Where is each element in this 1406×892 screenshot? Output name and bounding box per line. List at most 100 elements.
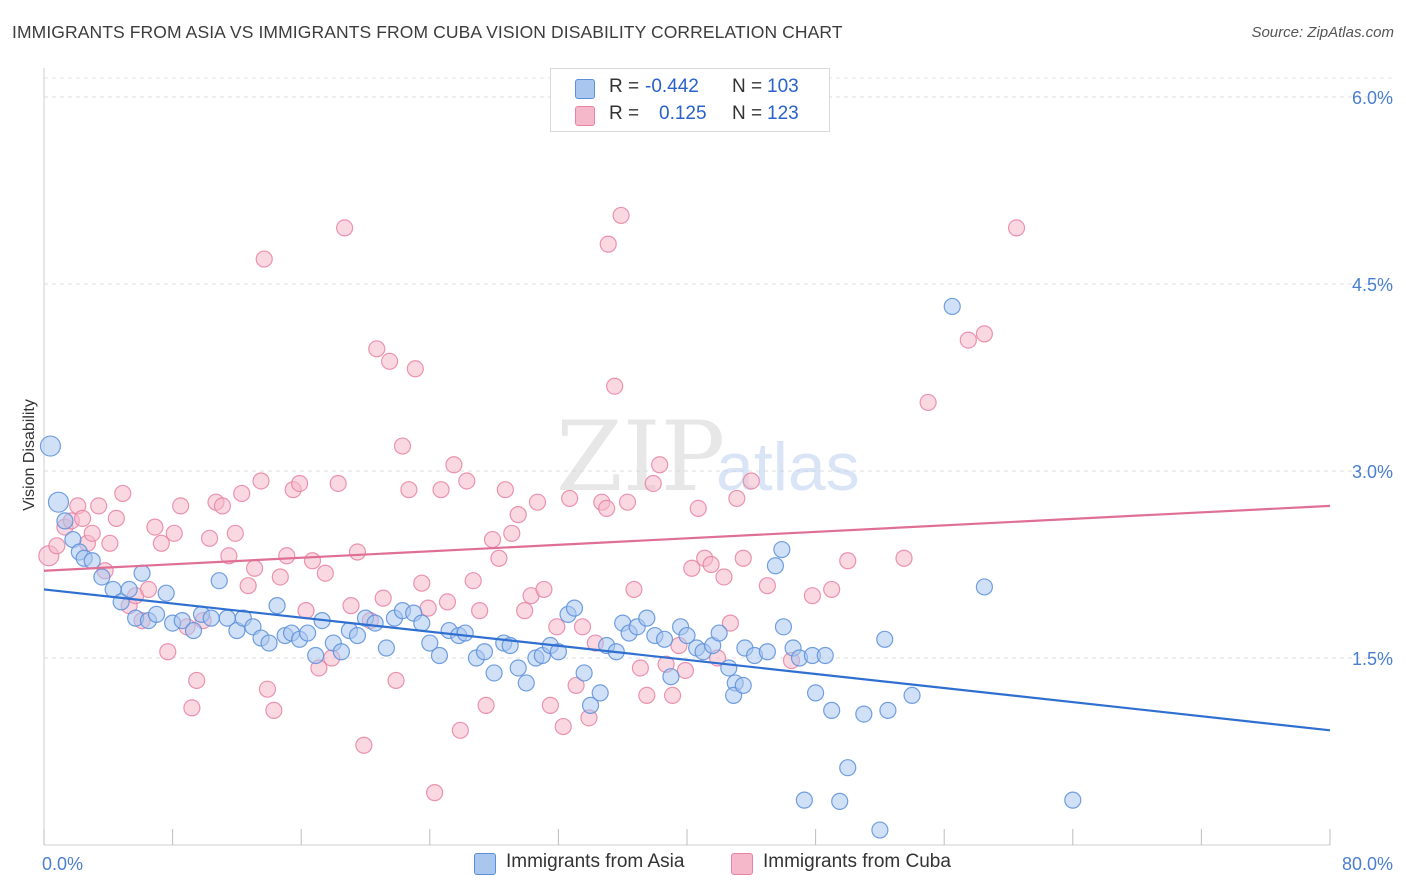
point-0-99 bbox=[773, 540, 791, 559]
point-1-82 bbox=[561, 489, 579, 508]
point-1-30 bbox=[226, 524, 244, 542]
chart-title: IMMIGRANTS FROM ASIA VS IMMIGRANTS FROM … bbox=[12, 22, 843, 42]
point-0-53 bbox=[485, 664, 503, 682]
point-0-95 bbox=[879, 701, 897, 719]
series-0-points bbox=[39, 297, 1082, 839]
point-1-29 bbox=[220, 547, 238, 565]
point-0-38 bbox=[348, 626, 367, 645]
point-1-28 bbox=[213, 497, 232, 515]
point-0-72 bbox=[638, 609, 656, 627]
point-0-20 bbox=[202, 609, 220, 627]
point-1-79 bbox=[541, 696, 559, 714]
point-1-65 bbox=[451, 721, 469, 739]
point-1-88 bbox=[599, 235, 617, 253]
n-value: 103 bbox=[767, 76, 799, 97]
point-1-32 bbox=[239, 577, 257, 595]
point-1-49 bbox=[348, 543, 367, 561]
point-1-54 bbox=[381, 352, 399, 370]
point-0-65 bbox=[581, 696, 600, 714]
point-0-40 bbox=[366, 614, 384, 632]
point-1-58 bbox=[406, 360, 424, 378]
point-1-62 bbox=[432, 481, 450, 499]
point-0-75 bbox=[662, 668, 680, 686]
point-1-16 bbox=[139, 580, 158, 599]
point-1-47 bbox=[336, 219, 354, 237]
point-1-119 bbox=[975, 325, 993, 343]
point-0-94 bbox=[855, 705, 873, 723]
point-1-59 bbox=[413, 574, 431, 592]
legend-swatch-asia bbox=[575, 79, 595, 99]
point-0-102 bbox=[795, 791, 813, 809]
point-1-67 bbox=[464, 572, 482, 590]
point-0-92 bbox=[806, 684, 825, 702]
point-1-20 bbox=[165, 524, 183, 542]
point-0-46 bbox=[421, 634, 439, 652]
tick-labels: 1.5% 3.0% 4.5% 6.0% 0.0% 80.0% bbox=[42, 88, 1393, 874]
point-1-52 bbox=[368, 340, 386, 358]
point-1-57 bbox=[400, 481, 418, 499]
point-1-53 bbox=[374, 589, 392, 607]
point-1-1 bbox=[48, 537, 66, 555]
point-1-50 bbox=[355, 736, 373, 754]
point-1-73 bbox=[503, 524, 521, 542]
y-tick-label-2: 4.5% bbox=[1352, 275, 1393, 295]
point-1-48 bbox=[342, 597, 360, 615]
point-1-107 bbox=[721, 614, 740, 632]
trend-line-1 bbox=[43, 504, 1331, 572]
point-1-89 bbox=[606, 377, 624, 395]
watermark-zip: ZIP bbox=[556, 401, 725, 513]
point-0-7 bbox=[93, 568, 111, 586]
point-0-45 bbox=[413, 614, 431, 632]
point-1-44 bbox=[316, 564, 334, 582]
point-0-6 bbox=[83, 552, 101, 570]
y-axis-label: Vision Disability bbox=[21, 399, 38, 511]
point-0-1 bbox=[47, 491, 70, 513]
chart-source: Source: ZipAtlas.com bbox=[1251, 24, 1394, 41]
point-1-81 bbox=[554, 717, 572, 736]
point-1-55 bbox=[387, 671, 405, 690]
point-0-0 bbox=[39, 435, 62, 457]
r-label: R = bbox=[609, 76, 640, 97]
point-1-115 bbox=[803, 587, 821, 605]
point-0-57 bbox=[517, 674, 535, 692]
watermark: ZIP atlas bbox=[556, 401, 860, 513]
legend-swatch-cuba bbox=[575, 106, 595, 126]
point-1-116 bbox=[823, 580, 841, 599]
point-1-41 bbox=[297, 602, 315, 620]
point-0-33 bbox=[307, 646, 325, 665]
point-0-105 bbox=[943, 297, 961, 316]
point-1-106 bbox=[715, 568, 733, 586]
point-1-92 bbox=[625, 580, 643, 599]
n-label: N = bbox=[732, 76, 763, 97]
point-1-117 bbox=[919, 393, 937, 412]
point-1-69 bbox=[477, 696, 495, 714]
y-tick-label-1: 3.0% bbox=[1352, 462, 1393, 482]
point-0-107 bbox=[1064, 791, 1082, 809]
point-0-91 bbox=[734, 676, 752, 695]
x-tick-label-0: 0.0% bbox=[42, 854, 83, 874]
point-1-120 bbox=[1007, 219, 1026, 237]
y-tick-label-3: 6.0% bbox=[1352, 88, 1393, 108]
point-1-24 bbox=[188, 671, 206, 690]
r-value: 0.125 bbox=[659, 103, 707, 124]
point-0-27 bbox=[260, 634, 278, 652]
legend-swatch-asia bbox=[474, 853, 496, 875]
point-1-36 bbox=[265, 701, 283, 719]
series-1-points bbox=[38, 206, 1026, 802]
point-0-98 bbox=[766, 557, 785, 575]
point-0-14 bbox=[147, 605, 166, 623]
point-0-97 bbox=[839, 759, 857, 777]
point-0-86 bbox=[758, 643, 776, 661]
point-1-118 bbox=[959, 331, 977, 349]
point-1-35 bbox=[258, 680, 277, 698]
point-1-102 bbox=[689, 499, 707, 517]
r-label: R = bbox=[609, 103, 640, 124]
point-0-47 bbox=[430, 646, 449, 665]
point-1-42 bbox=[303, 552, 322, 570]
point-1-84 bbox=[573, 618, 592, 636]
point-1-63 bbox=[438, 593, 457, 611]
point-0-103 bbox=[816, 646, 834, 665]
point-1-5 bbox=[73, 509, 92, 527]
point-0-52 bbox=[475, 643, 494, 661]
